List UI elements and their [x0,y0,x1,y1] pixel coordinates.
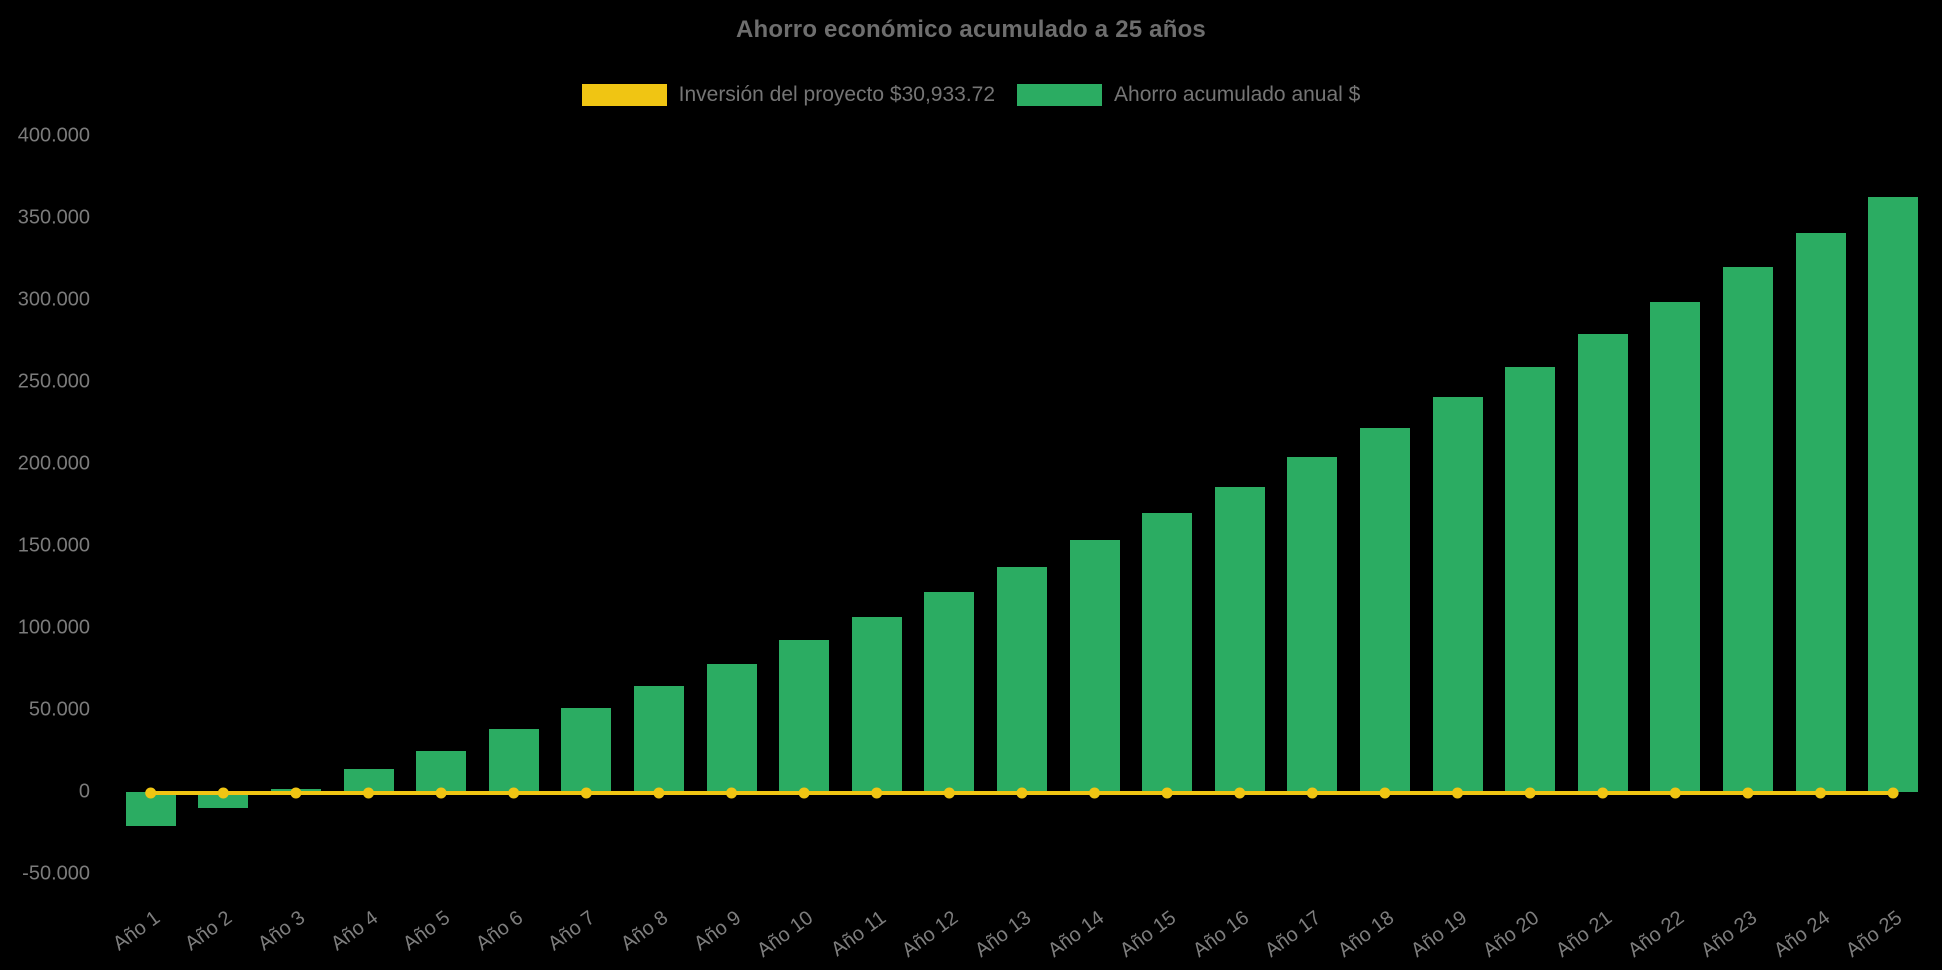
y-tick-label: 400.000 [17,124,90,147]
legend: Inversión del proyecto $30,933.72 Ahorro… [0,83,1942,107]
chart-bar[interactable] [1795,232,1846,792]
chart-bar[interactable] [1650,301,1701,792]
chart-bar[interactable] [1722,267,1773,792]
chart-bar[interactable] [343,769,394,792]
chart-bar[interactable] [1069,539,1120,792]
chart-bar[interactable] [1505,366,1556,792]
y-tick-label: 200.000 [17,452,90,475]
chart-bar[interactable] [1214,487,1265,792]
chart-bar[interactable] [270,788,321,792]
legend-label-inversion: Inversión del proyecto $30,933.72 [678,83,996,106]
chart-bar[interactable] [1287,457,1338,792]
chart-bar[interactable] [996,566,1047,792]
legend-label-ahorro: Ahorro acumulado anual $ [1114,83,1361,106]
chart-bar[interactable] [1432,397,1483,792]
y-tick-label: 250.000 [17,370,90,393]
legend-item-ahorro[interactable]: Ahorro acumulado anual $ [1017,83,1360,107]
chart-bar[interactable] [125,792,176,826]
chart-bar[interactable] [561,708,612,792]
y-tick-label: -50.000 [22,862,90,885]
chart-bar[interactable] [1359,428,1410,792]
legend-swatch-inversion [581,84,667,106]
chart-title: Ahorro económico acumulado a 25 años [736,16,1206,43]
y-tick-label: 350.000 [17,206,90,229]
legend-item-inversion[interactable]: Inversión del proyecto $30,933.72 [581,83,996,107]
chart-bar[interactable] [1868,196,1919,792]
chart-bar[interactable] [488,729,539,792]
y-tick-label: 0 [78,780,90,803]
chart-bar[interactable] [851,616,902,792]
chart-bar[interactable] [1577,333,1628,792]
chart-bar[interactable] [706,664,757,792]
chart-bar[interactable] [633,686,684,792]
y-tick-label: 300.000 [17,288,90,311]
y-tick-label: 150.000 [17,534,90,557]
chart-bar[interactable] [416,750,467,792]
chart-bar[interactable] [924,592,975,792]
chart-bar[interactable] [1142,512,1193,792]
chart-bar[interactable] [198,792,249,808]
legend-swatch-ahorro [1017,84,1103,106]
y-tick-label: 100.000 [17,616,90,639]
chart-bar[interactable] [779,639,830,792]
y-tick-label: 50.000 [28,698,90,721]
